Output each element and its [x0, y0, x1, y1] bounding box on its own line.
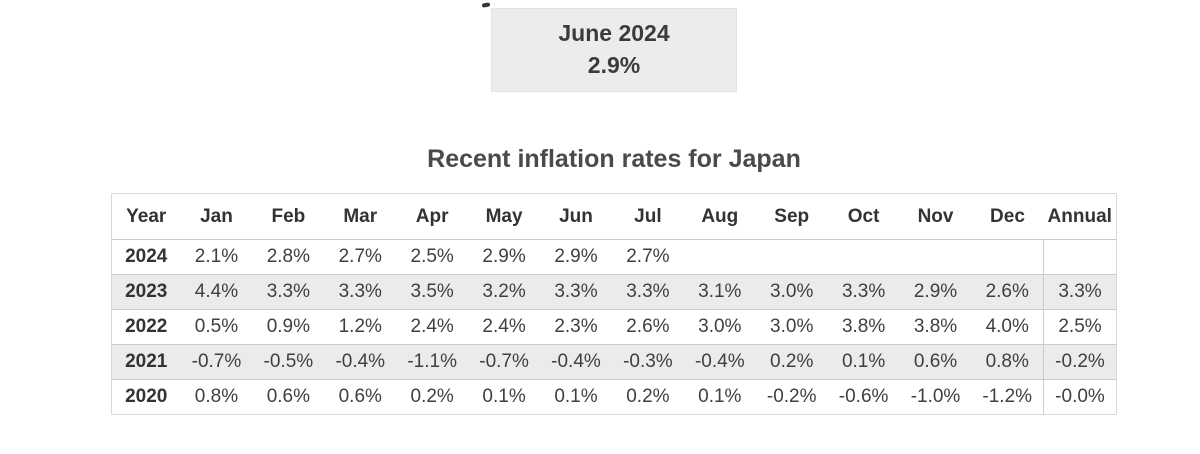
column-header-nov: Nov — [917, 205, 954, 227]
month-cell-dec-2024 — [971, 240, 1043, 275]
month-cell-sep-2021: 0.2% — [770, 351, 814, 372]
month-cell-apr-2022: 2.4% — [410, 316, 454, 337]
month-cell-dec-2023: 2.6% — [985, 281, 1029, 302]
month-cell-feb-2023: 3.3% — [266, 281, 311, 302]
month-cell-jan-2023: 4.4% — [194, 281, 239, 302]
month-cell-apr-2020: 0.2% — [410, 386, 454, 407]
month-cell-apr-2021: -1.1% — [407, 351, 457, 372]
column-header-jul: Jul — [634, 205, 662, 227]
summary-month-label: June 2024 — [558, 20, 670, 47]
month-cell-jun-2022: 2.3% — [554, 316, 598, 337]
month-cell-may-2023: 3.2% — [482, 281, 526, 302]
month-cell-jun-2020: 0.1% — [554, 386, 598, 407]
month-cell-dec-2021: 0.8% — [985, 351, 1029, 372]
stray-mark — [481, 2, 491, 8]
year-cell-2022: 2022 — [125, 316, 168, 337]
month-cell-jun-2024: 2.9% — [554, 246, 598, 267]
month-cell-dec-2020: -1.2% — [982, 386, 1033, 407]
annual-cell-2023: 3.3% — [1043, 274, 1117, 310]
table-title: Recent inflation rates for Japan — [427, 145, 801, 173]
month-cell-nov-2021: 0.6% — [913, 351, 958, 372]
month-cell-jan-2022: 0.5% — [194, 316, 239, 337]
month-cell-sep-2023: 3.0% — [770, 281, 814, 302]
month-cell-nov-2022: 3.8% — [913, 316, 958, 337]
month-cell-sep-2022: 3.0% — [770, 316, 814, 337]
annual-cell-2021: -0.2% — [1043, 344, 1117, 380]
month-cell-mar-2020: 0.6% — [338, 386, 382, 407]
month-cell-feb-2021: -0.5% — [263, 351, 314, 372]
month-cell-jan-2024: 2.1% — [194, 246, 239, 267]
table-row-2024: 2024 2.1% 2.8% 2.7% 2.5% 2.9% 2.9% 2.7% — [111, 239, 1117, 275]
month-cell-mar-2024: 2.7% — [338, 246, 382, 267]
column-header-mar: Mar — [343, 205, 378, 227]
month-cell-apr-2024: 2.5% — [410, 246, 454, 267]
month-cell-may-2020: 0.1% — [482, 386, 526, 407]
month-cell-may-2022: 2.4% — [482, 316, 526, 337]
annual-cell-2022: 2.5% — [1043, 309, 1117, 345]
annual-cell-2020: -0.0% — [1043, 379, 1117, 415]
column-header-oct: Oct — [847, 205, 880, 227]
inflation-rates-table: Year Jan Feb Mar Apr May Jun Jul Aug Sep Oct Nov Dec… — [111, 193, 1117, 415]
month-cell-jan-2020: 0.8% — [194, 386, 239, 407]
column-header-year: Year — [126, 205, 167, 227]
month-cell-nov-2023: 2.9% — [913, 281, 958, 302]
month-cell-jul-2021: -0.3% — [623, 351, 673, 372]
month-cell-mar-2021: -0.4% — [335, 351, 386, 372]
month-cell-oct-2021: 0.1% — [841, 351, 886, 372]
month-cell-aug-2022: 3.0% — [698, 316, 742, 337]
month-cell-nov-2020: -1.0% — [910, 386, 961, 407]
table-row-2021: 2021 -0.7% -0.5% -0.4% -1.1% -0.7% -0.4% -0.3% -… — [111, 344, 1117, 380]
month-cell-oct-2020: -0.6% — [838, 386, 889, 407]
year-cell-2023: 2023 — [125, 281, 168, 302]
month-cell-oct-2023: 3.3% — [841, 281, 886, 302]
table-body: 2024 2.1% 2.8% 2.7% 2.5% 2.9% 2.9% 2.7% 2023 4.4%… — [111, 239, 1117, 415]
month-cell-aug-2021: -0.4% — [694, 351, 745, 372]
month-cell-jun-2021: -0.4% — [551, 351, 601, 372]
month-cell-oct-2024 — [828, 240, 900, 275]
month-cell-sep-2020: -0.2% — [766, 386, 817, 407]
column-header-sep: Sep — [774, 205, 810, 227]
month-cell-jan-2021: -0.7% — [191, 351, 242, 372]
column-header-jan: Jan — [200, 205, 233, 227]
column-header-annual: Annual — [1047, 205, 1112, 227]
month-cell-may-2021: -0.7% — [479, 351, 529, 372]
year-cell-2021: 2021 — [125, 351, 168, 372]
column-header-feb: Feb — [271, 205, 306, 227]
month-cell-jul-2024: 2.7% — [626, 246, 670, 267]
month-cell-mar-2022: 1.2% — [338, 316, 382, 337]
month-cell-aug-2023: 3.1% — [698, 281, 742, 302]
table-row-2022: 2022 0.5% 0.9% 1.2% 2.4% 2.4% 2.3% 2.6% 3.0% 3.0%… — [111, 309, 1117, 345]
column-header-apr: Apr — [415, 205, 449, 227]
column-header-dec: Dec — [990, 205, 1025, 227]
month-cell-feb-2020: 0.6% — [266, 386, 311, 407]
month-cell-may-2024: 2.9% — [482, 246, 526, 267]
table-header: Year Jan Feb Mar Apr May Jun Jul Aug Sep Oct Nov Dec… — [111, 193, 1117, 240]
current-inflation-card: June 2024 2.9% — [491, 8, 737, 92]
month-cell-dec-2022: 4.0% — [985, 316, 1029, 337]
month-cell-jul-2022: 2.6% — [626, 316, 670, 337]
column-header-aug: Aug — [701, 205, 739, 227]
month-cell-oct-2022: 3.8% — [841, 316, 886, 337]
month-cell-aug-2024 — [684, 240, 756, 275]
table-row-2020: 2020 0.8% 0.6% 0.6% 0.2% 0.1% 0.1% 0.2% 0.1% -0.2… — [111, 379, 1117, 415]
month-cell-jul-2020: 0.2% — [626, 386, 670, 407]
column-header-may: May — [485, 205, 523, 227]
header-row: Year Jan Feb Mar Apr May Jun Jul Aug Sep Oct Nov Dec… — [111, 193, 1117, 240]
month-cell-jun-2023: 3.3% — [554, 281, 598, 302]
month-cell-aug-2020: 0.1% — [698, 386, 742, 407]
year-cell-2024: 2024 — [125, 246, 168, 267]
column-header-jun: Jun — [559, 205, 593, 227]
annual-cell-2024 — [1043, 239, 1117, 275]
month-cell-apr-2023: 3.5% — [410, 281, 454, 302]
month-cell-sep-2024 — [756, 240, 828, 275]
year-cell-2020: 2020 — [125, 386, 168, 407]
summary-inflation-value: 2.9% — [587, 52, 641, 78]
month-cell-feb-2024: 2.8% — [266, 246, 311, 267]
month-cell-nov-2024 — [900, 240, 972, 275]
month-cell-mar-2023: 3.3% — [338, 281, 382, 302]
table-row-2023: 2023 4.4% 3.3% 3.3% 3.5% 3.2% 3.3% 3.3% 3.1% 3.0%… — [111, 274, 1117, 310]
month-cell-feb-2022: 0.9% — [266, 316, 311, 337]
month-cell-jul-2023: 3.3% — [626, 281, 670, 302]
